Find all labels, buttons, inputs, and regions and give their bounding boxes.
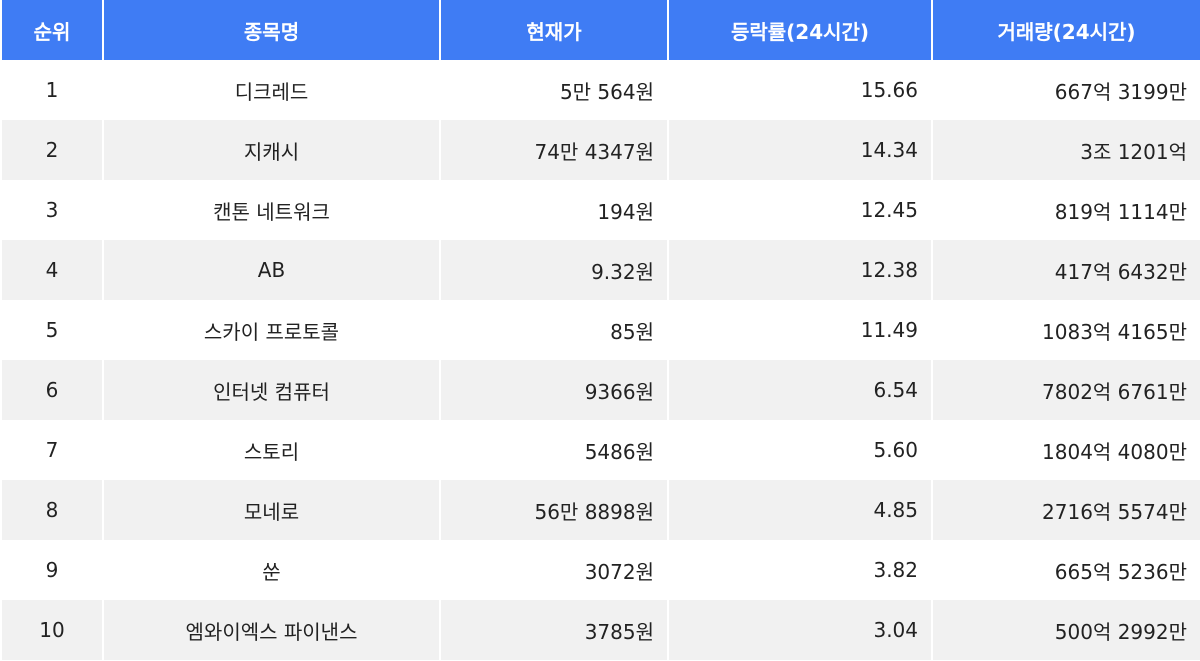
- change-cell: 6.54: [667, 360, 933, 420]
- rank-cell: 10: [0, 600, 104, 660]
- name-cell: 모네로: [102, 480, 441, 540]
- header-volume: 거래량(24시간): [931, 0, 1200, 60]
- change-cell: 3.04: [667, 600, 933, 660]
- header-rank: 순위: [0, 0, 104, 60]
- volume-cell: 665억 5236만: [931, 540, 1200, 600]
- name-cell: 스카이 프로토콜: [102, 300, 441, 360]
- rank-cell: 7: [0, 420, 104, 480]
- table-row: 6 인터넷 컴퓨터 9366원 6.54 7802억 6761만: [0, 360, 1200, 420]
- volume-cell: 1804억 4080만: [931, 420, 1200, 480]
- table-row: 7 스토리 5486원 5.60 1804억 4080만: [0, 420, 1200, 480]
- change-cell: 4.85: [667, 480, 933, 540]
- price-cell: 3072원: [439, 540, 669, 600]
- change-cell: 3.82: [667, 540, 933, 600]
- volume-cell: 2716억 5574만: [931, 480, 1200, 540]
- volume-cell: 7802억 6761만: [931, 360, 1200, 420]
- name-cell: 스토리: [102, 420, 441, 480]
- price-cell: 85원: [439, 300, 669, 360]
- name-cell: 캔톤 네트워크: [102, 180, 441, 240]
- name-cell: 인터넷 컴퓨터: [102, 360, 441, 420]
- header-price: 현재가: [439, 0, 669, 60]
- price-cell: 5486원: [439, 420, 669, 480]
- name-cell: 지캐시: [102, 120, 441, 180]
- price-cell: 56만 8898원: [439, 480, 669, 540]
- price-cell: 9.32원: [439, 240, 669, 300]
- table-row: 1 디크레드 5만 564원 15.66 667억 3199만: [0, 60, 1200, 120]
- rank-cell: 3: [0, 180, 104, 240]
- change-cell: 12.38: [667, 240, 933, 300]
- table-row: 5 스카이 프로토콜 85원 11.49 1083억 4165만: [0, 300, 1200, 360]
- change-cell: 12.45: [667, 180, 933, 240]
- price-cell: 194원: [439, 180, 669, 240]
- table-row: 4 AB 9.32원 12.38 417억 6432만: [0, 240, 1200, 300]
- table-row: 10 엠와이엑스 파이낸스 3785원 3.04 500억 2992만: [0, 600, 1200, 660]
- change-cell: 15.66: [667, 60, 933, 120]
- name-cell: 쑨: [102, 540, 441, 600]
- rank-cell: 8: [0, 480, 104, 540]
- change-cell: 14.34: [667, 120, 933, 180]
- name-cell: AB: [102, 240, 441, 300]
- rank-cell: 5: [0, 300, 104, 360]
- header-row: 순위 종목명 현재가 등락률(24시간) 거래량(24시간): [0, 0, 1200, 60]
- change-cell: 11.49: [667, 300, 933, 360]
- table-row: 2 지캐시 74만 4347원 14.34 3조 1201억: [0, 120, 1200, 180]
- volume-cell: 500억 2992만: [931, 600, 1200, 660]
- price-cell: 9366원: [439, 360, 669, 420]
- name-cell: 디크레드: [102, 60, 441, 120]
- rank-cell: 6: [0, 360, 104, 420]
- price-cell: 74만 4347원: [439, 120, 669, 180]
- table-row: 9 쑨 3072원 3.82 665억 5236만: [0, 540, 1200, 600]
- price-cell: 3785원: [439, 600, 669, 660]
- header-name: 종목명: [102, 0, 441, 60]
- volume-cell: 417억 6432만: [931, 240, 1200, 300]
- rank-cell: 9: [0, 540, 104, 600]
- change-cell: 5.60: [667, 420, 933, 480]
- header-change: 등락률(24시간): [667, 0, 933, 60]
- volume-cell: 3조 1201억: [931, 120, 1200, 180]
- rank-cell: 1: [0, 60, 104, 120]
- table-row: 3 캔톤 네트워크 194원 12.45 819억 1114만: [0, 180, 1200, 240]
- volume-cell: 667억 3199만: [931, 60, 1200, 120]
- name-cell: 엠와이엑스 파이낸스: [102, 600, 441, 660]
- volume-cell: 819억 1114만: [931, 180, 1200, 240]
- rank-cell: 2: [0, 120, 104, 180]
- rank-cell: 4: [0, 240, 104, 300]
- price-cell: 5만 564원: [439, 60, 669, 120]
- table-row: 8 모네로 56만 8898원 4.85 2716억 5574만: [0, 480, 1200, 540]
- volume-cell: 1083억 4165만: [931, 300, 1200, 360]
